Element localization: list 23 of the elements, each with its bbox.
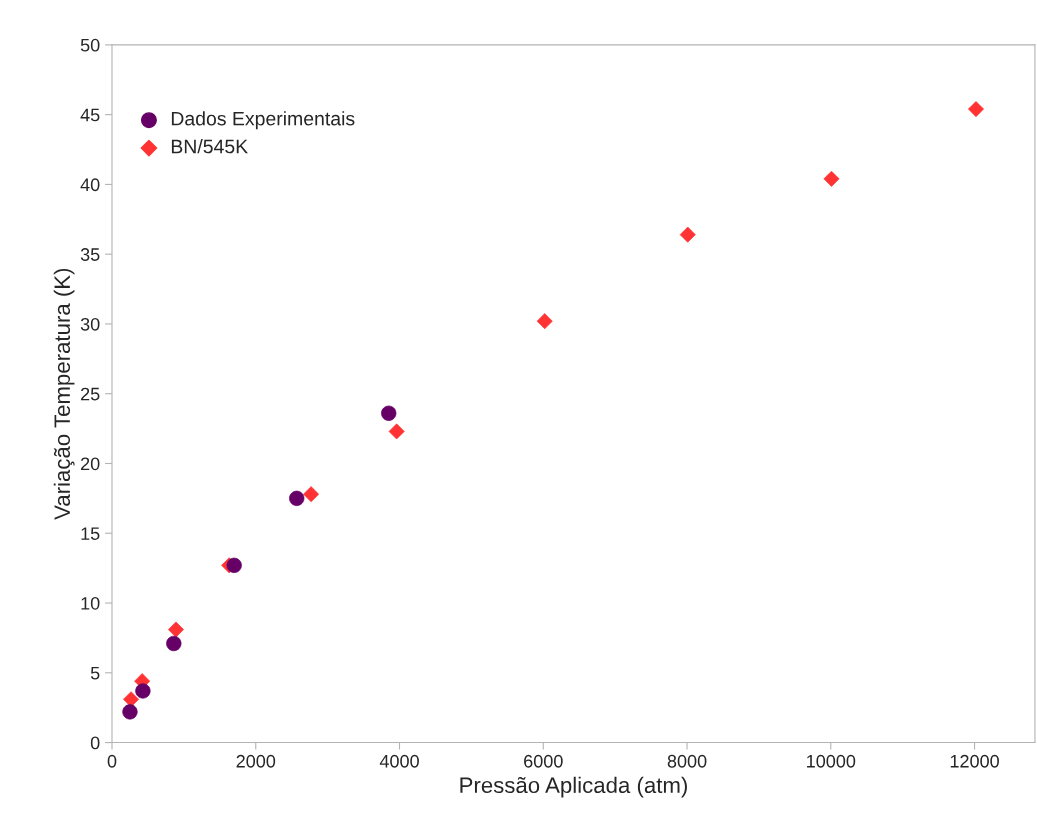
- y-tick-label: 10: [81, 596, 100, 610]
- y-axis-title: Variação Temperatura (K): [53, 268, 75, 520]
- x-tick-label: 0: [107, 754, 117, 768]
- x-tick-label: 2000: [236, 754, 276, 768]
- y-tick-label: 15: [81, 527, 100, 540]
- y-tick-label: 35: [80, 248, 100, 261]
- y-tick-label: 50: [80, 38, 100, 52]
- x-axis-title: Pressão Aplicada (atm): [460, 776, 687, 798]
- y-tick-label: 25: [81, 387, 100, 401]
- x-tick-label: 6000: [524, 754, 563, 768]
- y-tick-label: 30: [80, 317, 100, 331]
- x-tick-label: 10000: [807, 754, 856, 768]
- y-tick-label: 20: [81, 457, 100, 471]
- y-tick-label: 45: [80, 108, 100, 122]
- legend-label: BN/545K: [171, 139, 248, 154]
- x-tick-label: 8000: [667, 754, 707, 768]
- y-tick-label: 0: [90, 736, 100, 750]
- point: [168, 621, 184, 638]
- legend-label: Dados Experimentais: [171, 111, 355, 130]
- y-tick-label: 40: [80, 178, 100, 192]
- y-tick-label: 5: [90, 666, 100, 680]
- x-tick-label: 4000: [379, 754, 419, 768]
- x-tick-label: 12000: [950, 754, 999, 768]
